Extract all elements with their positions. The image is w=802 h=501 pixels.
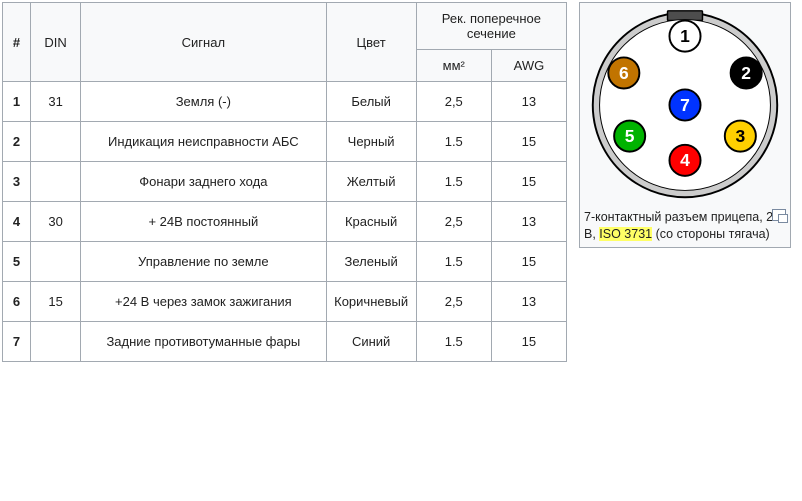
- table-row: 2 Индикация неисправности АБСЧерный1.515: [3, 122, 567, 162]
- cell-signal: Индикация неисправности АБС: [81, 122, 326, 162]
- table-row: 7 Задние противотуманные фарыСиний1.515: [3, 322, 567, 362]
- cell-awg: 15: [491, 242, 566, 282]
- cell-signal: Фонари заднего хода: [81, 162, 326, 202]
- pin-label-2: 2: [741, 63, 751, 83]
- cell-color: Желтый: [326, 162, 416, 202]
- cell-din: [31, 162, 81, 202]
- pin-label-6: 6: [619, 63, 629, 83]
- connector-figure: 1 2 3 4 5 6 7 7-контактный разъем прицепа, 24 …: [579, 2, 791, 248]
- cell-awg: 13: [491, 282, 566, 322]
- cell-color: Зеленый: [326, 242, 416, 282]
- cell-awg: 15: [491, 122, 566, 162]
- table-row: 131Земля (-)Белый2,513: [3, 82, 567, 122]
- cell-signal: + 24В постоянный: [81, 202, 326, 242]
- cell-n: 4: [3, 202, 31, 242]
- connector-diagram: 1 2 3 4 5 6 7: [582, 5, 788, 205]
- cell-n: 5: [3, 242, 31, 282]
- cell-din: [31, 322, 81, 362]
- cell-n: 2: [3, 122, 31, 162]
- pinout-table: # DIN Сигнал Цвет Рек. поперечное сечени…: [2, 2, 567, 362]
- cell-mm2: 1.5: [416, 322, 491, 362]
- cell-mm2: 1.5: [416, 122, 491, 162]
- cell-n: 6: [3, 282, 31, 322]
- cell-signal: Задние противотуманные фары: [81, 322, 326, 362]
- col-header-din: DIN: [31, 3, 81, 82]
- cell-awg: 13: [491, 82, 566, 122]
- cell-din: 15: [31, 282, 81, 322]
- figure-caption: 7-контактный разъем прицепа, 24 В, ISO 3…: [582, 205, 788, 245]
- col-header-awg: AWG: [491, 50, 566, 82]
- cell-mm2: 2,5: [416, 82, 491, 122]
- cell-signal: Управление по земле: [81, 242, 326, 282]
- cell-color: Синий: [326, 322, 416, 362]
- cell-mm2: 2,5: [416, 202, 491, 242]
- table-row: 5 Управление по землеЗеленый1.515: [3, 242, 567, 282]
- cell-color: Коричневый: [326, 282, 416, 322]
- caption-highlight: ISO 3731: [599, 227, 652, 241]
- cell-n: 1: [3, 82, 31, 122]
- cell-n: 3: [3, 162, 31, 202]
- cell-awg: 15: [491, 162, 566, 202]
- pin-label-4: 4: [680, 150, 690, 170]
- pin-label-3: 3: [735, 126, 745, 146]
- col-header-num: #: [3, 3, 31, 82]
- cell-n: 7: [3, 322, 31, 362]
- enlarge-icon[interactable]: [772, 209, 786, 221]
- cell-mm2: 1.5: [416, 162, 491, 202]
- pin-label-7: 7: [680, 95, 690, 115]
- col-header-mm2: мм²: [416, 50, 491, 82]
- cell-signal: Земля (-): [81, 82, 326, 122]
- cell-color: Черный: [326, 122, 416, 162]
- col-header-signal: Сигнал: [81, 3, 326, 82]
- cell-signal: +24 В через замок зажигания: [81, 282, 326, 322]
- col-header-color: Цвет: [326, 3, 416, 82]
- cell-awg: 13: [491, 202, 566, 242]
- col-header-cross-section: Рек. поперечное сечение: [416, 3, 566, 50]
- cell-din: 31: [31, 82, 81, 122]
- cell-din: 30: [31, 202, 81, 242]
- table-row: 430+ 24В постоянныйКрасный2,513: [3, 202, 567, 242]
- cell-color: Красный: [326, 202, 416, 242]
- cell-mm2: 1.5: [416, 242, 491, 282]
- cell-din: [31, 122, 81, 162]
- table-row: 615+24 В через замок зажиганияКоричневый…: [3, 282, 567, 322]
- cell-color: Белый: [326, 82, 416, 122]
- cell-awg: 15: [491, 322, 566, 362]
- cell-din: [31, 242, 81, 282]
- pin-label-5: 5: [625, 126, 635, 146]
- cell-mm2: 2,5: [416, 282, 491, 322]
- caption-text-suffix: (со стороны тягача): [652, 227, 770, 241]
- pin-label-1: 1: [680, 26, 690, 46]
- table-row: 3 Фонари заднего ходаЖелтый1.515: [3, 162, 567, 202]
